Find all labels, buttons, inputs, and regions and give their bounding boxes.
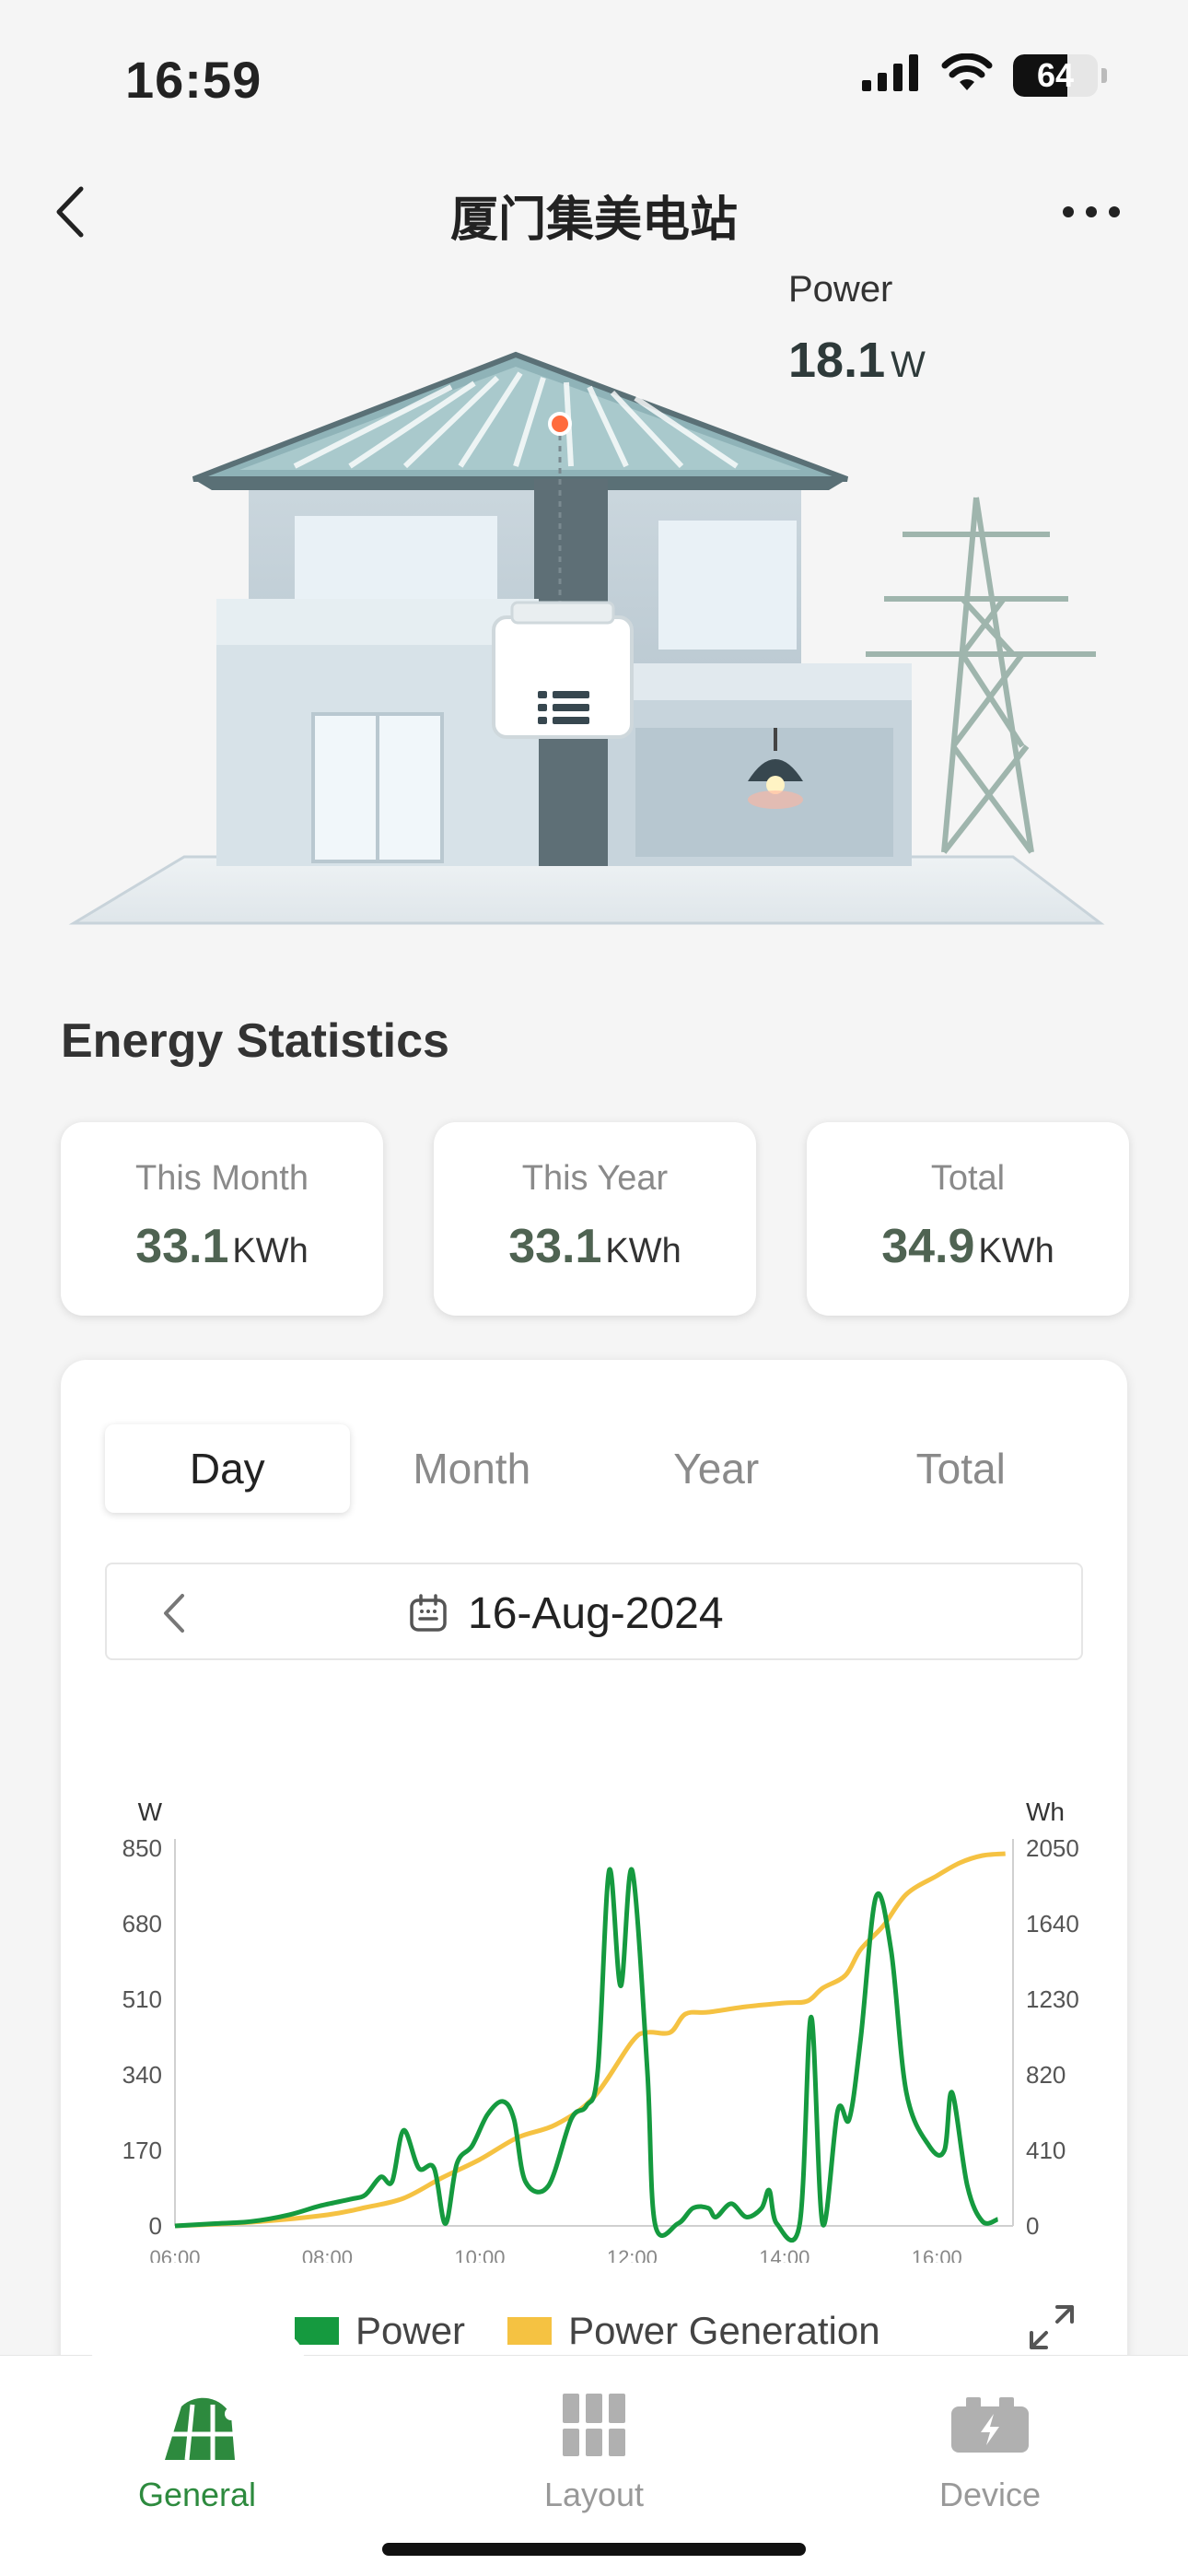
bottom-tab-bar: General Layout Device	[0, 2312, 1188, 2576]
tab-device-label: Device	[938, 2476, 1042, 2513]
wifi-icon	[941, 53, 993, 97]
chevron-left-icon	[164, 1594, 184, 1633]
y-tick-left: 850	[122, 1834, 162, 1862]
layout-grid-icon	[474, 2374, 714, 2476]
tab-general-label: General	[137, 2476, 257, 2513]
previous-date-button[interactable]	[157, 1588, 193, 1638]
power-label: Power	[788, 269, 893, 310]
x-tick: 08:00	[302, 2246, 353, 2263]
y-tick-right: 1230	[1026, 1985, 1079, 2013]
stat-number: 33.1	[135, 1220, 229, 1273]
tab-month[interactable]: Month	[413, 1445, 531, 1493]
stat-unit: KWh	[978, 1232, 1054, 1270]
y-tick-left: 170	[122, 2137, 162, 2164]
stat-value: 34.9 KWh	[807, 1219, 1129, 1274]
x-tick: 14:00	[759, 2246, 809, 2263]
solar-station-icon	[77, 2374, 317, 2476]
stat-card-this-month: This Month 33.1 KWh	[61, 1122, 383, 1316]
period-tabs: Day Month Year Total	[105, 1424, 1083, 1513]
house-illustration	[55, 249, 1133, 940]
stat-card-this-year: This Year 33.1 KWh	[434, 1122, 756, 1316]
date-text: 16-Aug-2024	[468, 1589, 724, 1638]
energy-statistics-title: Energy Statistics	[61, 1014, 449, 1068]
y-axis-left-label: W	[138, 1797, 163, 1826]
stat-value: 33.1 KWh	[434, 1219, 756, 1274]
cellular-signal-icon	[862, 54, 921, 96]
legend-label-power: Power	[355, 2309, 466, 2352]
y-axis-right-label: Wh	[1026, 1797, 1065, 1826]
stat-number: 34.9	[881, 1220, 975, 1273]
power-unit: W	[891, 345, 926, 385]
status-bar: 16:59 64	[0, 0, 1188, 157]
y-tick-right: 820	[1026, 2061, 1066, 2089]
power-chart: W Wh 0 170 340 510 680 850 0 410 820 1230 1640 2050 06…	[122, 1797, 1079, 2263]
status-time: 16:59	[125, 51, 262, 109]
tab-layout-label: Layout	[543, 2476, 645, 2513]
battery-icon: 64	[1013, 53, 1098, 97]
chevron-left-icon	[56, 186, 84, 238]
legend-item-power[interactable]: Power	[295, 2309, 465, 2353]
y-tick-right: 1640	[1026, 1910, 1079, 1938]
status-icons: 64	[862, 53, 1107, 97]
power-number: 18.1	[788, 333, 886, 388]
legend-swatch-generation	[507, 2317, 553, 2345]
more-button[interactable]	[1059, 189, 1124, 235]
y-tick-left: 0	[149, 2212, 162, 2240]
tab-bar-bump	[92, 2312, 304, 2404]
stat-unit: KWh	[605, 1232, 681, 1270]
expand-icon	[1030, 2305, 1074, 2349]
x-tick: 10:00	[454, 2246, 505, 2263]
stat-label: This Month	[135, 1159, 309, 1198]
power-value: 18.1 W	[788, 332, 926, 389]
page-title: 厦门集美电站	[449, 193, 738, 247]
legend-item-generation[interactable]: Power Generation	[507, 2309, 880, 2353]
y-tick-left: 340	[122, 2061, 162, 2089]
tab-general[interactable]: General	[77, 2374, 317, 2514]
tab-total[interactable]: Total	[915, 1445, 1006, 1493]
stat-card-total: Total 34.9 KWh	[807, 1122, 1129, 1316]
legend-label-generation: Power Generation	[568, 2309, 880, 2352]
tab-year[interactable]: Year	[673, 1445, 760, 1493]
stat-unit: KWh	[232, 1232, 309, 1270]
chart-legend: Power Power Generation	[295, 2309, 923, 2353]
calendar-icon	[407, 1592, 449, 1634]
y-tick-left: 680	[122, 1910, 162, 1938]
home-indicator	[382, 2543, 806, 2556]
legend-swatch-power	[295, 2317, 339, 2345]
x-tick: 06:00	[149, 2246, 200, 2263]
battery-level: 64	[1036, 55, 1075, 94]
series-line-power-generation	[174, 1851, 1006, 2229]
y-tick-right: 2050	[1026, 1834, 1079, 1862]
more-dots-icon	[1063, 206, 1120, 217]
stat-label: This Year	[521, 1159, 669, 1198]
series-line-power	[174, 1867, 999, 2243]
x-tick: 16:00	[912, 2246, 962, 2263]
expand-chart-button[interactable]	[1024, 2300, 1079, 2355]
y-tick-right: 410	[1026, 2137, 1066, 2164]
stat-number: 33.1	[508, 1220, 602, 1273]
back-button[interactable]	[50, 180, 96, 244]
battery-device-icon	[870, 2374, 1110, 2476]
tab-day[interactable]: Day	[105, 1424, 350, 1513]
stat-label: Total	[930, 1159, 1006, 1198]
battery-tip	[1101, 67, 1107, 83]
y-tick-right: 0	[1026, 2212, 1039, 2240]
x-tick: 12:00	[607, 2246, 658, 2263]
y-tick-left: 510	[122, 1985, 162, 2013]
tab-layout[interactable]: Layout	[474, 2374, 714, 2514]
date-selector[interactable]: 16-Aug-2024	[105, 1563, 1083, 1660]
tab-device[interactable]: Device	[870, 2374, 1110, 2514]
stat-value: 33.1 KWh	[61, 1219, 383, 1274]
